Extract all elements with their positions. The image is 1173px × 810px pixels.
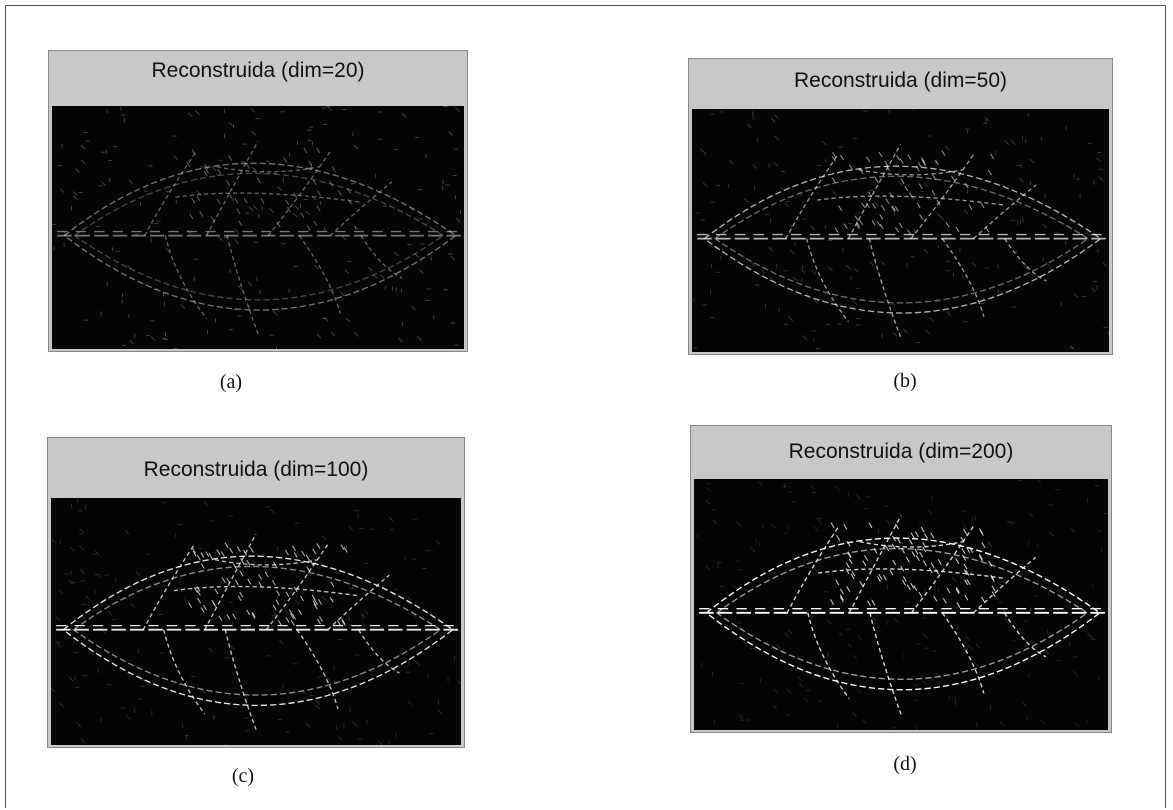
caption: (b): [865, 370, 945, 393]
panel-image: [694, 479, 1108, 730]
leaf-edges: [692, 109, 1109, 352]
caption: (c): [203, 765, 283, 788]
caption: (a): [191, 371, 271, 394]
panel: Reconstruida (dim=50): [688, 58, 1113, 355]
panel: Reconstruida (dim=200): [690, 425, 1112, 733]
panel-title: Reconstruida (dim=50): [689, 69, 1112, 93]
panel-title: Reconstruida (dim=20): [49, 59, 467, 83]
caption: (d): [865, 753, 945, 776]
panel-title: Reconstruida (dim=200): [691, 440, 1111, 464]
panel: Reconstruida (dim=100): [47, 437, 465, 748]
panel: Reconstruida (dim=20): [48, 50, 468, 352]
panel-image: [52, 106, 464, 349]
leaf-edges: [694, 479, 1108, 730]
panel-image: [51, 498, 461, 745]
panel-image: [692, 109, 1109, 352]
leaf-edges: [52, 106, 464, 349]
leaf-edges: [51, 498, 461, 745]
panel-title: Reconstruida (dim=100): [48, 458, 464, 482]
